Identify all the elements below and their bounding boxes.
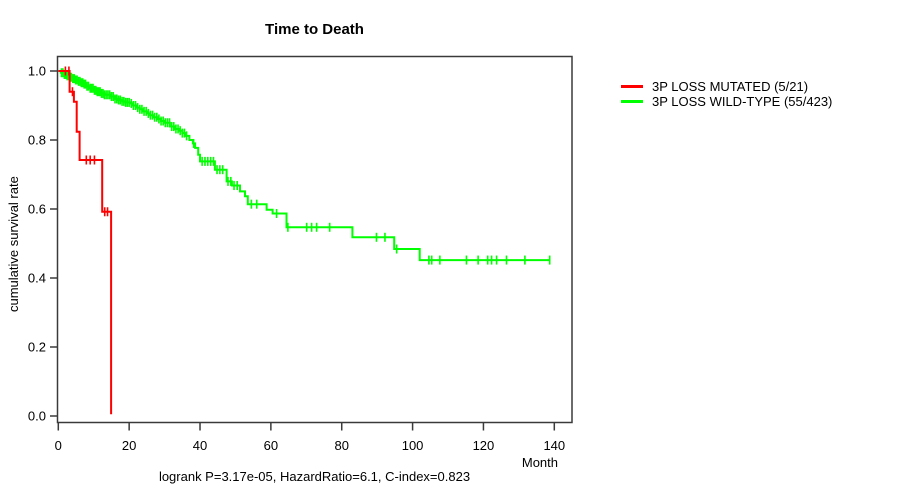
y-axis-title: cumulative survival rate	[6, 176, 21, 312]
plot-title: Time to Death	[265, 21, 364, 38]
x-axis-tick-label: 60	[264, 438, 278, 453]
legend-item-wildtype: 3P LOSS WILD-TYPE (55/423)	[621, 94, 832, 109]
legend-item-mutated: 3P LOSS MUTATED (5/21)	[621, 79, 832, 94]
y-axis-tick-label: 0.4	[28, 271, 46, 286]
stats-annotation: logrank P=3.17e-05, HazardRatio=6.1, C-i…	[158, 469, 471, 484]
legend-label-wildtype: 3P LOSS WILD-TYPE (55/423)	[652, 94, 833, 109]
y-axis-tick-label: 1.0	[28, 64, 46, 79]
plot-border	[56, 55, 573, 424]
x-axis-tick-label: 0	[55, 438, 62, 453]
legend-label-mutated: 3P LOSS MUTATED (5/21)	[652, 79, 809, 94]
legend: 3P LOSS MUTATED (5/21) 3P LOSS WILD-TYPE…	[621, 79, 832, 109]
y-axis-tick-label: 0.0	[28, 409, 46, 424]
y-axis-tick-label: 0.2	[28, 340, 46, 355]
x-axis-tick-label: 20	[122, 438, 136, 453]
legend-line-green	[621, 100, 643, 103]
legend-line-red	[621, 85, 643, 88]
x-axis-tick-label: 40	[193, 438, 207, 453]
x-axis-tick-label: 80	[334, 438, 348, 453]
x-axis-title: Month	[521, 455, 558, 470]
survival-curve-0	[58, 70, 113, 415]
x-axis-tick-label: 120	[473, 438, 495, 453]
y-axis-tick-label: 0.6	[28, 202, 46, 217]
x-axis-tick-label: 140	[543, 438, 565, 453]
y-axis-tick-label: 0.8	[28, 133, 46, 148]
x-axis-tick-label: 100	[402, 438, 424, 453]
